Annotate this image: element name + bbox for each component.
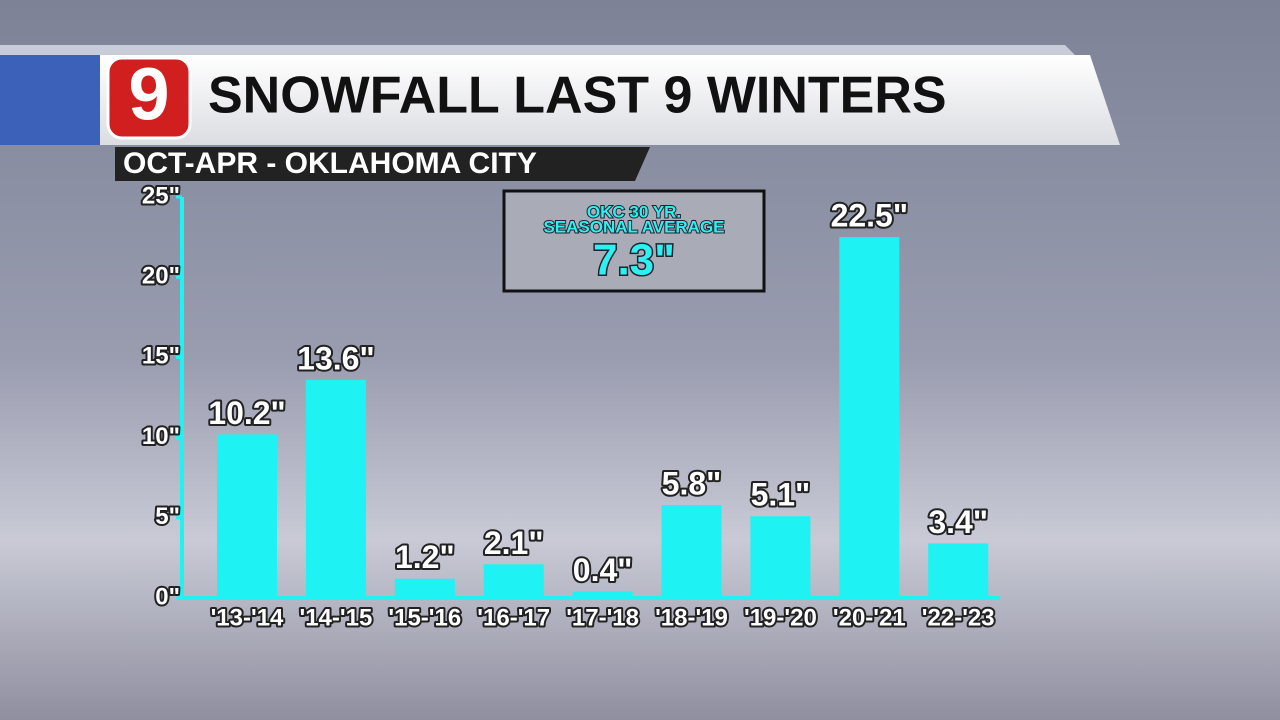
x-tick-label: '13-'14 — [211, 604, 284, 631]
value-label: 5.1" — [751, 477, 811, 513]
x-tick-label: '18-'19 — [655, 604, 728, 631]
y-tick-label: 10" — [142, 423, 180, 450]
y-tick-label: 15" — [142, 343, 180, 370]
y-tick-label: 5" — [155, 503, 180, 530]
annotation-line: OKC 30 YR. — [587, 202, 681, 221]
x-tick-label: '19-'20 — [744, 604, 817, 631]
chart-subtitle: OCT-APR - OKLAHOMA CITY — [123, 147, 537, 180]
banner-top-stripe — [0, 45, 1075, 55]
value-label: 10.2" — [208, 395, 285, 431]
bar — [572, 591, 633, 598]
bar — [661, 504, 722, 598]
y-tick-label: 0" — [155, 583, 180, 610]
value-label: 3.4" — [928, 504, 988, 540]
x-tick-label: '15-'16 — [388, 604, 461, 631]
x-tick-label: '22-'23 — [922, 604, 995, 631]
banner-blue — [0, 55, 100, 145]
logo — [106, 56, 192, 140]
value-label: 1.2" — [395, 539, 455, 575]
x-tick-label: '14-'15 — [300, 604, 373, 631]
y-tick-label: 20" — [142, 263, 180, 290]
value-label: 2.1" — [484, 525, 544, 561]
bar — [839, 237, 900, 598]
x-tick-label: '20-'21 — [833, 604, 906, 631]
logo-text: 9 — [128, 53, 169, 136]
x-tick-label: '16-'17 — [477, 604, 550, 631]
subtitle-bar — [115, 147, 650, 181]
bar — [394, 578, 455, 598]
chart-title: SNOWFALL LAST 9 WINTERS — [208, 67, 947, 125]
bar — [305, 379, 366, 598]
x-tick-label: '17-'18 — [566, 604, 639, 631]
value-label: 5.8" — [662, 465, 722, 501]
title-banner — [0, 55, 1120, 145]
annotation-box — [502, 189, 766, 293]
bar — [928, 543, 989, 598]
bar — [750, 516, 811, 598]
y-tick-label: 25" — [142, 182, 180, 209]
value-label: 13.6" — [297, 340, 374, 376]
value-label: 22.5" — [831, 198, 908, 234]
annotation-line: SEASONAL AVERAGE — [543, 217, 724, 236]
annotation-value: 7.3" — [593, 236, 675, 285]
bar — [483, 564, 544, 598]
value-label: 0.4" — [573, 552, 633, 588]
bar — [217, 434, 277, 598]
